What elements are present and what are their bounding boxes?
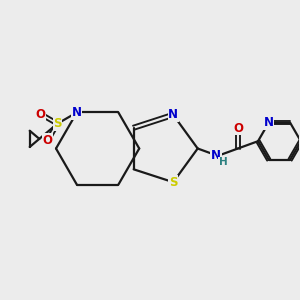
Text: N: N: [211, 149, 221, 162]
Text: S: S: [169, 176, 178, 189]
Text: O: O: [36, 108, 46, 121]
Text: N: N: [72, 106, 82, 119]
Text: N: N: [168, 108, 178, 121]
Text: O: O: [233, 122, 243, 135]
Text: O: O: [43, 134, 53, 147]
Text: H: H: [219, 158, 227, 167]
Text: S: S: [53, 117, 61, 130]
Text: N: N: [264, 116, 274, 129]
